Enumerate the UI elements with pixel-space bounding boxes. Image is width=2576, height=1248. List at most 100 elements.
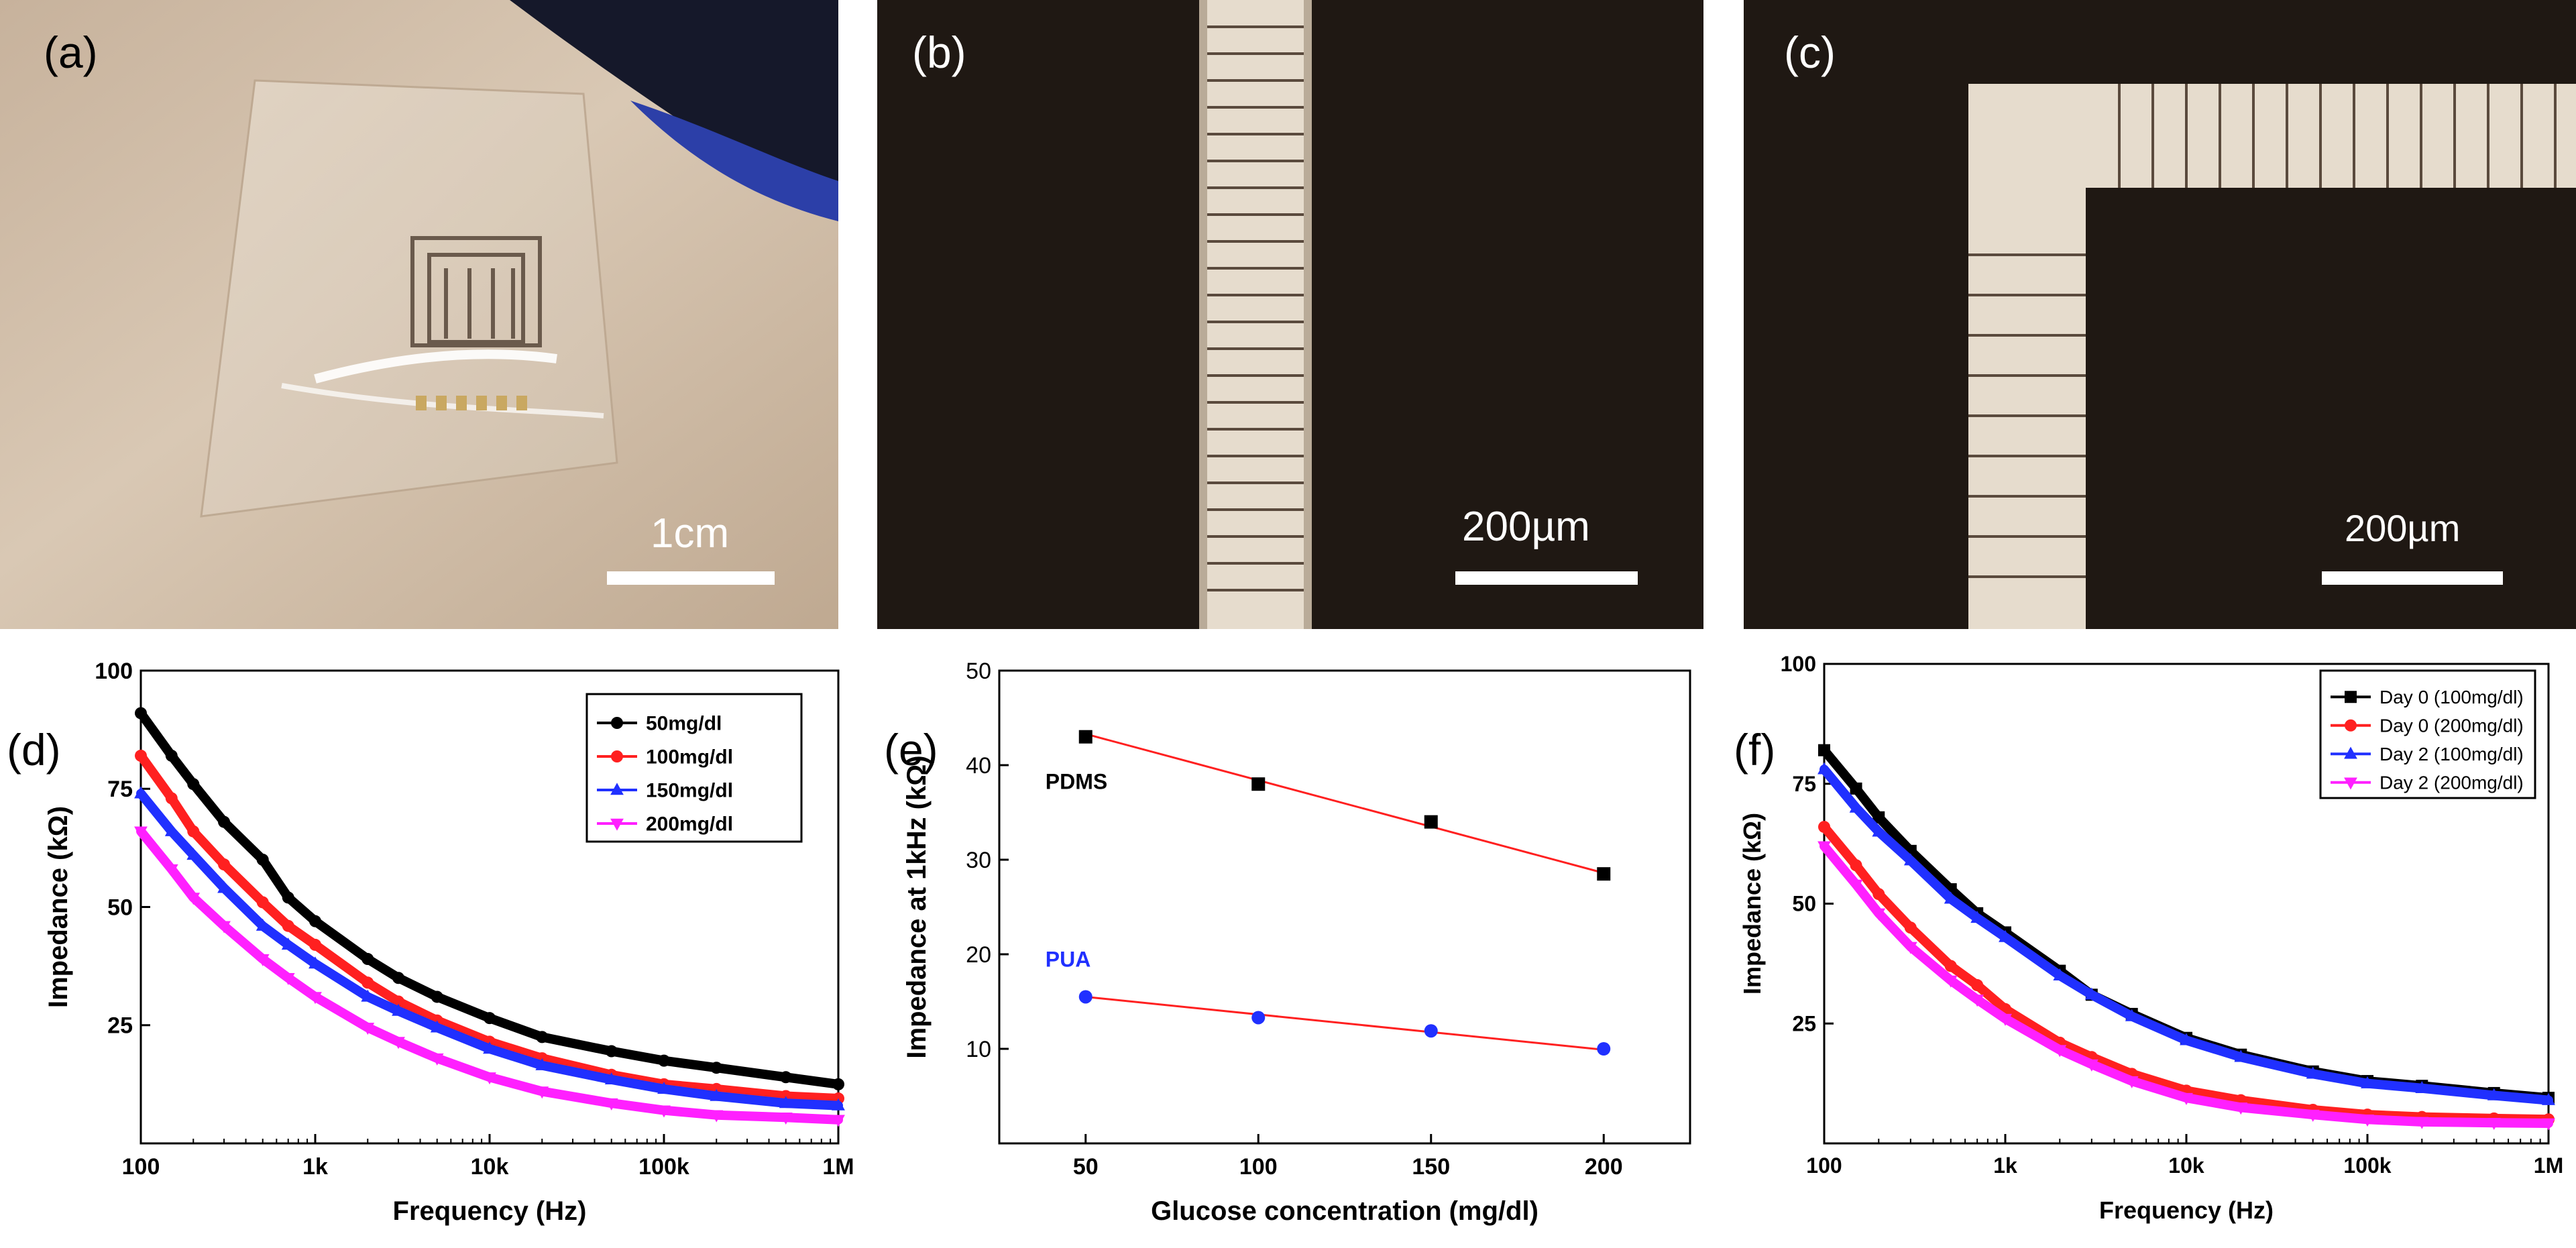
data-point: [1424, 1024, 1438, 1038]
data-point: [605, 1045, 618, 1058]
data-point: [2125, 1076, 2139, 1088]
data-point: [1971, 979, 1984, 992]
micrograph-c-graphic: [1744, 0, 2576, 629]
data-point: [1817, 841, 1831, 854]
data-point: [164, 864, 178, 876]
data-point: [483, 1072, 496, 1085]
y-tick-label: 75: [1792, 772, 1816, 796]
data-point: [2180, 1092, 2193, 1105]
data-point: [2361, 1115, 2374, 1127]
fit-line: [1085, 995, 1604, 1051]
legend-label: 150mg/dl: [646, 780, 733, 802]
x-axis-label: Frequency (Hz): [2099, 1196, 2274, 1224]
y-tick-label: 20: [966, 942, 991, 968]
data-point: [164, 824, 178, 836]
data-point: [430, 1020, 444, 1033]
series-label: PUA: [1046, 947, 1091, 971]
data-point: [281, 938, 295, 950]
series-label: PDMS: [1046, 770, 1107, 794]
x-tick-label: 150: [1412, 1154, 1450, 1180]
data-point: [1944, 960, 1957, 972]
series-50mg-dl: [135, 707, 844, 1090]
fit-line: [1085, 733, 1604, 874]
data-point: [832, 1115, 845, 1127]
data-point: [1424, 815, 1438, 829]
data-point: [2361, 1076, 2374, 1088]
data-point: [1251, 1011, 1266, 1025]
data-point: [710, 1062, 723, 1074]
data-point: [832, 1078, 844, 1090]
panel-label-a: (a): [44, 27, 98, 77]
chart-impedance-vs-glucose: 50 100 150 200 10 20 30 40 50 Glucose concentrati…: [902, 659, 1691, 1226]
data-point: [309, 956, 322, 969]
data-point: [1944, 975, 1958, 988]
electrode-pattern-icon: [410, 236, 542, 347]
chart-stability-impedance: 100 1k 10k 100k 1M 25 50 75 100 Frequency (Hz) Imp…: [1738, 652, 2563, 1224]
data-point: [536, 1031, 549, 1043]
data-point: [1818, 744, 1830, 756]
series-day-2-100mg-dl-: [1817, 762, 2555, 1105]
data-point: [1597, 1042, 1611, 1056]
data-point: [2487, 1118, 2501, 1131]
data-point: [1970, 995, 1984, 1007]
data-point: [483, 1041, 496, 1054]
x-tick-label: 10k: [2168, 1153, 2204, 1178]
legend-label: 200mg/dl: [646, 813, 733, 836]
data-point: [1999, 929, 2012, 942]
data-point: [134, 786, 148, 799]
x-tick-label: 100k: [638, 1154, 689, 1180]
panel-label-b: (b): [912, 27, 966, 77]
series-line: [1819, 764, 2553, 1105]
data-point: [217, 921, 231, 933]
legend: Day 0 (100mg/dl) Day 0 (200mg/dl) Day 2 (1…: [2319, 669, 2536, 799]
micrograph-b-graphic: [877, 0, 1703, 629]
data-point: [256, 918, 270, 931]
data-point: [1970, 911, 1984, 923]
data-point: [2487, 1088, 2501, 1100]
data-point: [657, 1082, 671, 1094]
y-tick-label: 25: [107, 1013, 133, 1039]
data-point: [392, 1037, 405, 1050]
x-tick-label: 100: [122, 1154, 160, 1180]
data-point: [2306, 1109, 2320, 1122]
data-point: [218, 815, 231, 828]
y-tick-label: 100: [95, 659, 133, 684]
legend-label: Day 2 (200mg/dl): [2379, 773, 2524, 793]
x-tick-label: 10k: [471, 1154, 509, 1180]
data-point: [361, 976, 374, 989]
data-point: [217, 881, 231, 893]
data-point: [1850, 859, 1862, 872]
data-point: [2234, 1050, 2248, 1062]
data-point: [1251, 777, 1266, 791]
data-point: [256, 896, 269, 909]
data-point: [1872, 908, 1886, 921]
data-point: [2125, 1009, 2139, 1021]
data-point: [186, 893, 201, 905]
legend-label: 50mg/dl: [646, 713, 722, 735]
x-tick-label: 100: [1239, 1154, 1278, 1180]
x-tick-label: 200: [1585, 1154, 1623, 1180]
panel-label-e: (e): [884, 725, 938, 775]
data-point: [535, 1058, 549, 1070]
y-axis-label: Impedance at 1kHz (kΩ): [902, 755, 932, 1058]
data-point: [135, 749, 147, 762]
legend-marker: [2344, 746, 2357, 759]
data-point: [2542, 1118, 2555, 1131]
legend-marker: [2344, 777, 2357, 790]
y-tick-label: 30: [966, 848, 991, 873]
data-point: [281, 973, 295, 986]
data-point: [1872, 811, 1885, 824]
data-point: [484, 1012, 496, 1025]
data-point: [604, 1072, 618, 1085]
x-axis-label: Glucose concentration (mg/dl): [1151, 1196, 1538, 1226]
data-point: [392, 972, 405, 984]
scale-label-b: 200µm: [1462, 504, 1590, 550]
panel-label-f: (f): [1734, 725, 1776, 775]
series-pua: PUA: [1046, 947, 1611, 1056]
y-tick-label: 40: [966, 753, 991, 779]
chart-impedance-vs-frequency: 100 1k 10k 100k 1M 25 50 75 100 Frequency (Hz) Imp…: [44, 659, 854, 1226]
x-tick-label: 50: [1073, 1154, 1099, 1180]
data-point: [256, 954, 270, 966]
micrograph-line: [877, 0, 1703, 629]
legend-marker: [611, 750, 623, 762]
